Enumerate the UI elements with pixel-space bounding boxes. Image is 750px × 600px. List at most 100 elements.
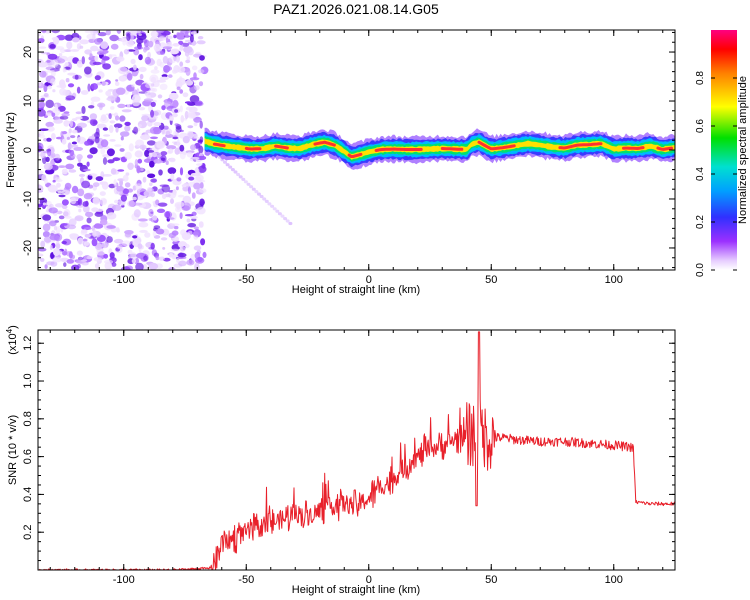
noise-blob: [71, 144, 79, 148]
noise-blob: [89, 119, 94, 125]
noise-blob: [108, 54, 117, 57]
noise-blob: [121, 109, 132, 113]
noise-blob: [76, 250, 83, 256]
snr-scale-label: (x104): [5, 325, 19, 355]
noise-blob: [94, 55, 99, 62]
colorbar-tick-label: 0.2: [695, 215, 706, 229]
noise-blob: [185, 59, 191, 64]
noise-blob: [75, 111, 83, 115]
snr-scale-base: (x10: [7, 333, 19, 354]
noise-blob: [53, 118, 63, 124]
noise-blob: [159, 61, 165, 68]
noise-blob: [167, 148, 174, 154]
noise-blob: [38, 32, 42, 37]
noise-blob: [187, 223, 197, 228]
noise-blob: [155, 228, 165, 235]
noise-blob: [106, 212, 117, 220]
noise-blob: [181, 232, 191, 241]
noise-blob: [144, 232, 151, 238]
noise-blob: [99, 116, 109, 124]
noise-blob: [163, 125, 169, 130]
noise-blob: [193, 182, 201, 190]
noise-blob: [41, 30, 47, 34]
noise-blob: [137, 243, 143, 250]
noise-blob: [150, 109, 155, 118]
ridge-core: [313, 140, 336, 147]
noise-blob: [74, 74, 79, 80]
noise-blob: [158, 256, 165, 261]
noise-blob: [85, 74, 92, 79]
noise-blob: [69, 120, 73, 128]
noise-blob: [167, 217, 175, 220]
noise-blob: [197, 36, 204, 40]
noise-blob: [46, 149, 51, 152]
noise-blob: [96, 123, 107, 129]
noise-blob: [96, 51, 105, 55]
noise-blob: [110, 168, 117, 175]
noise-blob: [186, 218, 191, 223]
trail-blob: [267, 202, 272, 206]
noise-blob: [67, 83, 75, 88]
noise-blob: [74, 215, 84, 222]
noise-blob: [38, 170, 44, 175]
noise-blob: [140, 168, 144, 171]
noise-blob: [177, 66, 186, 73]
noise-blob: [146, 140, 156, 146]
noise-blob: [172, 136, 179, 140]
noise-blob: [176, 138, 180, 148]
noise-blob: [88, 136, 96, 140]
noise-blob: [137, 218, 148, 222]
noise-blob: [148, 40, 154, 48]
noise-blob: [199, 120, 203, 129]
noise-blob: [116, 56, 125, 62]
noise-blob: [190, 144, 197, 151]
noise-blob: [197, 155, 207, 161]
noise-blob: [42, 223, 51, 232]
noise-blob: [82, 168, 91, 172]
noise-blob: [80, 229, 88, 234]
x-tick-label: 50: [485, 274, 497, 286]
noise-blob: [85, 211, 94, 218]
noise-blob: [122, 188, 130, 195]
noise-blob: [63, 120, 71, 125]
noise-blob: [127, 162, 134, 170]
noise-blob: [138, 33, 142, 36]
noise-blob: [92, 61, 102, 66]
noise-blob: [82, 238, 88, 242]
noise-blob: [198, 179, 206, 183]
noise-blob: [66, 136, 70, 140]
noise-blob: [84, 49, 92, 55]
noise-blob: [120, 66, 128, 72]
noise-blob: [127, 49, 136, 52]
noise-blob: [193, 234, 199, 240]
trail-blob: [233, 170, 238, 174]
spectrogram-x-label: Height of straight line (km): [292, 284, 420, 296]
noise-blob: [175, 55, 180, 63]
noise-blob: [160, 237, 168, 241]
noise-blob: [143, 190, 153, 197]
noise-blob: [58, 215, 65, 220]
noise-blob: [179, 105, 183, 113]
noise-blob: [61, 190, 71, 196]
noise-blob: [198, 69, 205, 74]
noise-blob: [169, 115, 173, 121]
snr-y-axis: 0.2 0.4 0.6 0.8 1.0 1.2: [22, 336, 675, 562]
noise-blob: [149, 182, 153, 187]
noise-blob: [115, 87, 126, 95]
noise-blob: [70, 197, 77, 205]
noise-blob: [162, 56, 169, 64]
noise-blob: [38, 145, 43, 153]
noise-blob: [55, 177, 61, 181]
noise-blob: [150, 69, 160, 74]
noise-blob: [161, 74, 168, 78]
noise-blob: [46, 126, 55, 132]
noise-blob: [116, 227, 120, 231]
noise-blob: [139, 229, 148, 233]
trail-blob: [249, 185, 254, 189]
noise-blob: [77, 264, 81, 269]
snr-plot-area: [38, 330, 675, 570]
noise-blob: [77, 122, 87, 129]
noise-blob: [114, 144, 122, 147]
y-tick-label: 0.8: [22, 411, 34, 426]
